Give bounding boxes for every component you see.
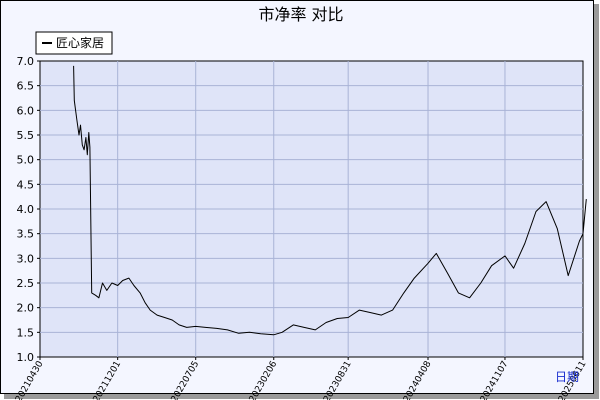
frame-shadow-bottom — [4, 394, 599, 399]
y-tick-label: 5.0 — [17, 154, 35, 167]
series-line — [73, 65, 587, 336]
y-tick-label: 1.0 — [17, 351, 35, 364]
y-tick-label: 7.0 — [17, 55, 35, 68]
legend-series-name: 匠心家居 — [56, 35, 104, 50]
y-tick-label: 3.0 — [17, 252, 35, 265]
series-layer — [73, 65, 587, 336]
y-tick-label: 2.5 — [17, 277, 35, 290]
x-tick-label: 20230831 — [322, 360, 354, 400]
x-tick-label: 20240408 — [402, 359, 434, 400]
chart-title: 市净率 对比 — [258, 5, 343, 24]
x-tick-label: 20210430 — [14, 359, 46, 400]
x-tick-label: 20230206 — [248, 359, 280, 400]
y-tick-label: 6.0 — [17, 104, 35, 117]
y-tick-label: 5.5 — [17, 129, 35, 142]
legend: 匠心家居 — [35, 31, 113, 55]
y-tick-label: 6.5 — [17, 80, 35, 93]
y-tick-label: 3.5 — [17, 228, 35, 241]
x-axis: 20210430 20211201 20220705 20230206 20230831… — [14, 357, 589, 400]
y-tick-label: 4.5 — [17, 178, 35, 191]
x-tick-label: 20211201 — [92, 360, 124, 400]
legend-box — [35, 31, 113, 55]
frame-shadow-right — [594, 4, 599, 399]
grid-lines — [40, 61, 583, 357]
x-tick-label: 20220705 — [170, 360, 202, 400]
y-axis: 1.0 1.5 2.0 2.5 3.0 3.5 4.0 4.5 5.0 5.5 6.0 6.5 7.0 — [17, 55, 40, 364]
y-tick-label: 2.0 — [17, 302, 35, 315]
x-axis-title: 日期 — [555, 370, 579, 384]
y-tick-label: 4.0 — [17, 203, 35, 216]
y-tick-label: 1.5 — [17, 326, 35, 339]
x-tick-label: 20241107 — [479, 360, 511, 400]
